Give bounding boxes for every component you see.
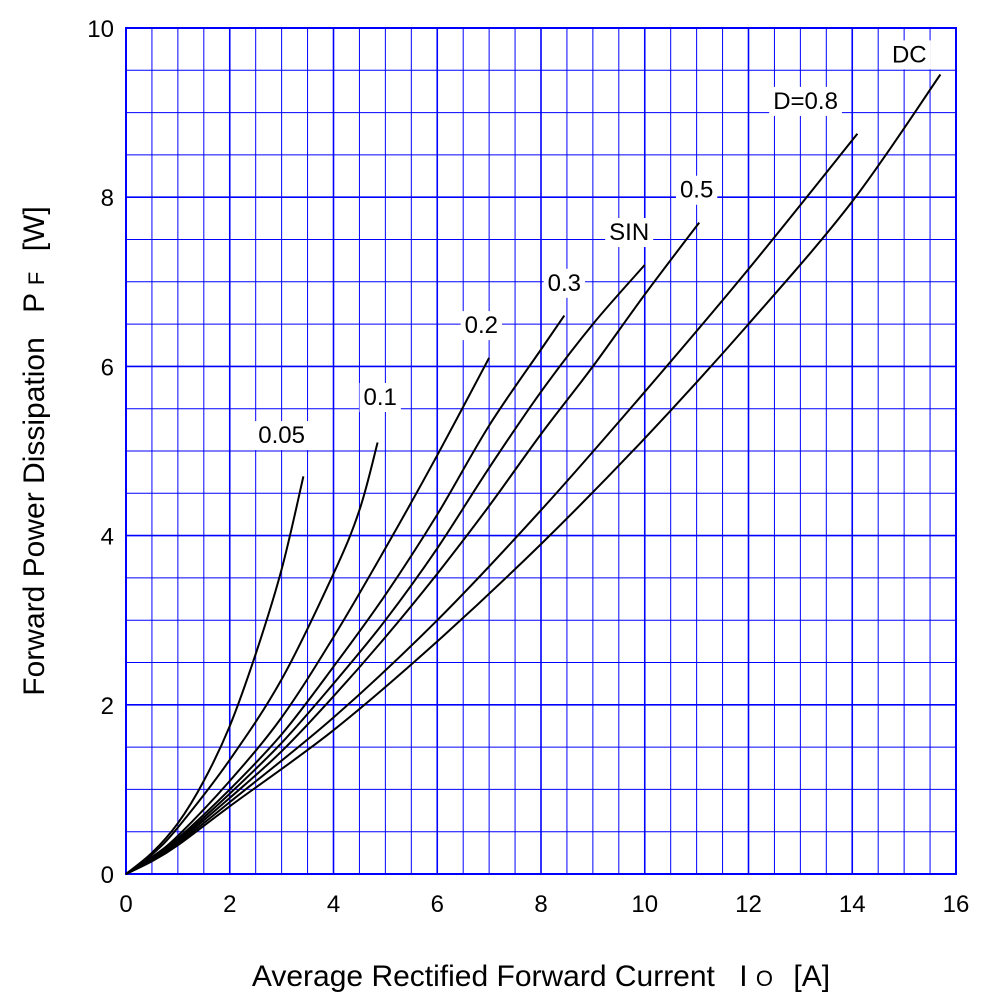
curve-label-background xyxy=(605,218,654,248)
x-tick-label: 14 xyxy=(839,891,866,918)
curve-d-0-8 xyxy=(125,133,859,875)
curve-label: 0.1 xyxy=(359,383,401,413)
x-tick-labels: 0 2 4 6 8 10 12 14 16 xyxy=(119,891,969,918)
curve-label-text: 0.2 xyxy=(465,312,498,339)
curve-label-text: SIN xyxy=(609,219,649,246)
curve-label-text: 0.05 xyxy=(258,422,305,449)
curve-label: 0.05 xyxy=(254,421,309,451)
curve-label: 0.3 xyxy=(543,268,586,298)
y-axis-title-symbol: P xyxy=(18,293,51,312)
y-tick-label: 10 xyxy=(87,16,114,43)
curve-0-3 xyxy=(125,315,566,875)
x-tick-label: 6 xyxy=(431,891,444,918)
curve-label-background xyxy=(359,383,401,413)
curve-label: DC xyxy=(887,40,931,70)
x-tick-label: 4 xyxy=(327,891,340,918)
curve-label-text: 0.5 xyxy=(680,177,713,204)
x-axis-title-unit: [A] xyxy=(793,960,830,993)
curve-label-background xyxy=(675,175,718,205)
curve-label-background xyxy=(254,421,309,451)
x-tick-label: 10 xyxy=(631,891,658,918)
curve-label: D=0.8 xyxy=(769,86,842,116)
y-tick-label: 6 xyxy=(101,354,114,381)
curve-label-text: D=0.8 xyxy=(773,88,838,115)
x-tick-label: 12 xyxy=(735,891,762,918)
curve-label: 0.2 xyxy=(460,311,503,341)
curve-label-background xyxy=(887,40,931,70)
curve-0-05 xyxy=(125,476,305,875)
curve-label-background xyxy=(543,268,586,298)
x-axis-title: Average Rectified Forward Current I O [A… xyxy=(252,960,830,993)
curves xyxy=(125,73,942,875)
curve-dc xyxy=(125,73,942,875)
x-tick-label: 8 xyxy=(534,891,547,918)
y-axis-title-main: Forward Power Dissipation xyxy=(18,337,51,695)
plot-frame xyxy=(125,27,957,875)
y-axis-title-unit: [W] xyxy=(18,206,51,251)
grid xyxy=(126,28,956,874)
x-axis-title-subscript: O xyxy=(756,966,773,991)
y-axis-title-subscript: F xyxy=(24,272,49,285)
curve-label: SIN xyxy=(605,218,654,248)
curve-sin xyxy=(125,264,646,875)
curve-0-2 xyxy=(125,357,490,875)
curve-labels: 0.05 0.1 0.2 0.3 SIN 0.5 D=0.8 DC xyxy=(254,40,931,451)
y-tick-label: 2 xyxy=(101,693,114,720)
x-tick-label: 2 xyxy=(223,891,236,918)
x-axis-title-symbol: I xyxy=(739,960,747,993)
y-tick-label: 4 xyxy=(101,524,114,551)
x-tick-label: 16 xyxy=(943,891,970,918)
curve-label-text: DC xyxy=(892,41,927,68)
x-axis-title-main: Average Rectified Forward Current xyxy=(252,960,716,993)
y-tick-label: 8 xyxy=(101,185,114,212)
curve-0-1 xyxy=(125,442,379,875)
curve-label-background xyxy=(460,311,503,341)
y-tick-label: 0 xyxy=(101,862,114,889)
x-tick-label: 0 xyxy=(119,891,132,918)
curve-label: 0.5 xyxy=(675,175,718,205)
curve-label-background xyxy=(769,86,842,116)
curve-label-text: 0.1 xyxy=(364,384,397,411)
y-tick-labels: 0 2 4 6 8 10 xyxy=(87,16,114,889)
curve-0-5 xyxy=(125,221,700,875)
curve-label-text: 0.3 xyxy=(548,270,581,297)
y-axis-title: Forward Power Dissipation P F [W] xyxy=(18,206,51,695)
